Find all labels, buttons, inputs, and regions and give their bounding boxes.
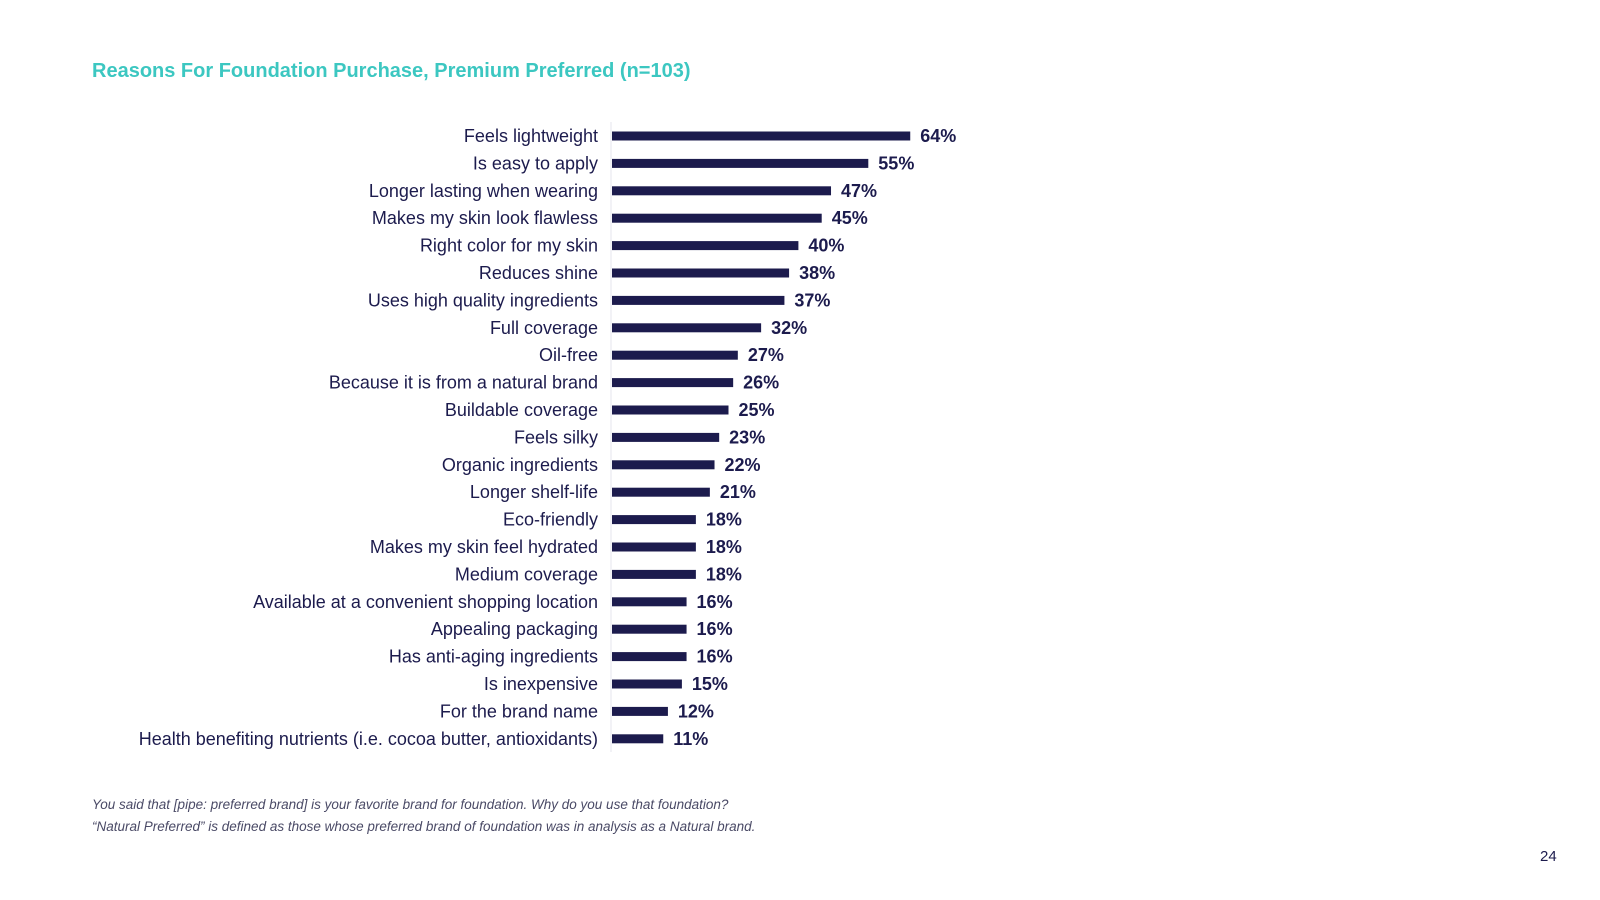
- data-label: 45%: [832, 208, 868, 228]
- bar: [612, 460, 715, 470]
- data-label: 15%: [692, 674, 728, 694]
- data-label: 64%: [920, 126, 956, 146]
- bar: [612, 432, 720, 442]
- footnote-question: You said that [pipe: preferred brand] is…: [92, 797, 729, 812]
- bar: [612, 158, 869, 168]
- data-label: 27%: [748, 345, 784, 365]
- category-label: Makes my skin look flawless: [372, 208, 598, 228]
- category-label: Organic ingredients: [442, 455, 598, 475]
- bar: [612, 652, 687, 662]
- bar: [612, 706, 668, 716]
- bar: [612, 268, 790, 278]
- category-label: Because it is from a natural brand: [329, 373, 598, 393]
- data-label: 16%: [697, 592, 733, 612]
- data-label: 18%: [706, 564, 742, 584]
- data-label: 16%: [697, 647, 733, 667]
- bar: [612, 679, 682, 689]
- data-label: 12%: [678, 701, 714, 721]
- category-label: Feels silky: [514, 427, 598, 447]
- bar: [612, 295, 785, 305]
- category-label: Health benefiting nutrients (i.e. cocoa …: [139, 729, 598, 749]
- data-label: 18%: [706, 537, 742, 557]
- data-label: 38%: [799, 263, 835, 283]
- page-number: 24: [1540, 848, 1557, 865]
- data-label: 37%: [794, 290, 830, 310]
- category-label: Right color for my skin: [420, 236, 598, 256]
- data-label: 40%: [808, 236, 844, 256]
- category-label: Is inexpensive: [484, 674, 598, 694]
- category-label: Oil-free: [539, 345, 598, 365]
- category-label: Makes my skin feel hydrated: [370, 537, 598, 557]
- category-label: Uses high quality ingredients: [368, 290, 598, 310]
- bar: [612, 734, 664, 744]
- data-label: 22%: [725, 455, 761, 475]
- data-label: 47%: [841, 181, 877, 201]
- bar: [612, 542, 696, 552]
- category-label: Longer lasting when wearing: [369, 181, 598, 201]
- data-label: 25%: [739, 400, 775, 420]
- bar: [612, 597, 687, 607]
- category-label: Eco-friendly: [503, 510, 598, 530]
- category-label: Available at a convenient shopping locat…: [253, 592, 598, 612]
- category-label: Medium coverage: [455, 564, 598, 584]
- data-label: 18%: [706, 510, 742, 530]
- data-label: 26%: [743, 373, 779, 393]
- data-label: 21%: [720, 482, 756, 502]
- chart-title: Reasons For Foundation Purchase, Premium…: [92, 60, 691, 82]
- footnote-definition: “Natural Preferred” is defined as those …: [92, 819, 756, 834]
- bar: [612, 350, 738, 360]
- bar: [612, 487, 710, 497]
- data-label: 16%: [697, 619, 733, 639]
- category-label: Appealing packaging: [431, 619, 598, 639]
- bar: [612, 405, 729, 415]
- bar: [612, 323, 762, 333]
- bar: [612, 569, 696, 579]
- category-label: Is easy to apply: [473, 153, 598, 173]
- bar: [612, 241, 799, 251]
- category-label: Reduces shine: [479, 263, 598, 283]
- category-label: For the brand name: [440, 701, 598, 721]
- category-label: Buildable coverage: [445, 400, 598, 420]
- bar-chart: Feels lightweight 64% Is easy to apply 55% L…: [139, 122, 956, 752]
- bar: [612, 378, 734, 388]
- data-label: 55%: [878, 153, 914, 173]
- category-label: Feels lightweight: [464, 126, 598, 146]
- bar: [612, 624, 687, 634]
- bar: [612, 213, 822, 223]
- bar: [612, 515, 696, 525]
- data-label: 23%: [729, 427, 765, 447]
- bar: [612, 186, 832, 196]
- category-label: Full coverage: [490, 318, 598, 338]
- data-label: 32%: [771, 318, 807, 338]
- category-label: Has anti-aging ingredients: [389, 647, 598, 667]
- category-label: Longer shelf-life: [470, 482, 598, 502]
- bar: [612, 131, 911, 141]
- data-label: 11%: [673, 729, 708, 749]
